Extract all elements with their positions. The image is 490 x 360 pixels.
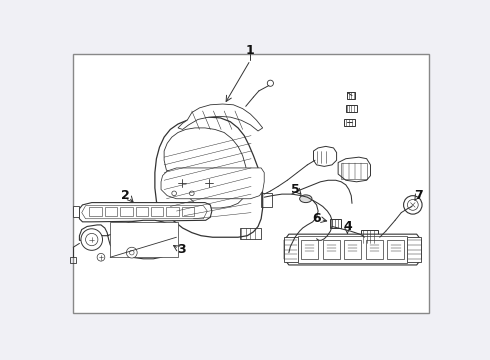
Text: 2: 2 (121, 189, 130, 202)
Bar (323, 240, 340, 259)
Circle shape (126, 247, 137, 258)
Polygon shape (82, 206, 207, 219)
Circle shape (97, 253, 105, 261)
Circle shape (136, 233, 155, 251)
Bar (344, 240, 361, 259)
Polygon shape (164, 128, 247, 208)
Bar (120, 207, 132, 216)
Bar (136, 207, 148, 216)
Bar (261, 193, 272, 207)
Bar (298, 236, 408, 264)
Bar (151, 207, 163, 216)
Text: 6: 6 (312, 212, 321, 225)
Bar (301, 240, 318, 259)
Polygon shape (79, 203, 212, 222)
Ellipse shape (300, 195, 312, 203)
Bar (89, 207, 102, 216)
Bar (105, 207, 117, 216)
Polygon shape (284, 234, 421, 265)
Bar (341, 163, 368, 180)
Text: 3: 3 (177, 243, 186, 256)
Circle shape (81, 229, 102, 250)
Bar (70, 257, 76, 264)
Text: 4: 4 (343, 220, 352, 233)
Polygon shape (347, 93, 355, 99)
Bar (388, 240, 404, 259)
Polygon shape (155, 117, 263, 237)
Text: 5: 5 (291, 183, 299, 196)
Polygon shape (314, 147, 337, 166)
Polygon shape (178, 104, 263, 131)
Bar (330, 219, 341, 228)
Text: 1: 1 (246, 44, 255, 57)
Polygon shape (161, 168, 264, 199)
Polygon shape (74, 206, 79, 217)
Bar (366, 240, 383, 259)
Text: 7: 7 (414, 189, 422, 202)
Polygon shape (346, 105, 357, 112)
Bar (110, 222, 178, 257)
Bar (182, 207, 194, 216)
Polygon shape (338, 157, 370, 182)
Bar (408, 237, 421, 262)
Bar (240, 228, 261, 239)
Bar (284, 237, 298, 262)
Polygon shape (79, 220, 176, 259)
Polygon shape (344, 119, 355, 126)
Bar (167, 207, 179, 216)
Bar (361, 230, 378, 243)
